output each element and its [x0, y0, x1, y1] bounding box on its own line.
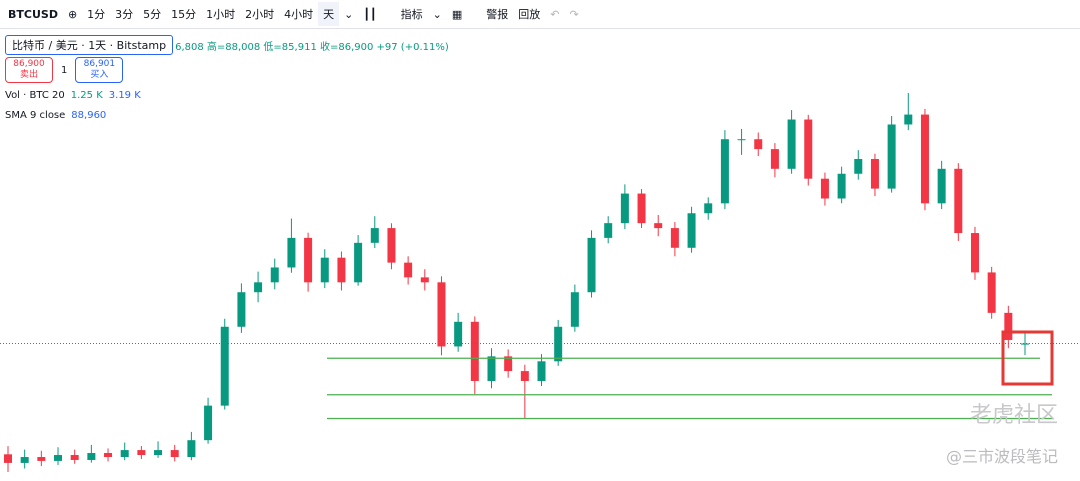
alerts[interactable]: 警报	[486, 8, 509, 21]
dropdown[interactable]: ⌄	[344, 7, 354, 21]
toolbar: BTCUSD ⊕ 1分 3分 5分 15分 1小时 2小时 4小时 天 ⌄ ┃┃…	[0, 0, 1080, 29]
chart-type[interactable]: ┃┃	[363, 7, 377, 21]
buy-price: 86,901	[83, 59, 116, 69]
symbol[interactable]: BTCUSD	[8, 7, 58, 21]
interval[interactable]: 3分	[115, 8, 134, 21]
sell-button[interactable]: 86,900 卖出	[5, 57, 53, 83]
sma-name: SMA 9 close	[5, 109, 66, 121]
spread: 1	[61, 64, 68, 76]
redo[interactable]: ↷	[569, 7, 579, 21]
interval[interactable]: 5分	[143, 8, 162, 21]
volume-value: 1.25 K	[70, 89, 103, 101]
highlight-box	[1001, 330, 1054, 386]
interval[interactable]: 15分	[171, 8, 197, 21]
buy-label: 买入	[90, 70, 109, 80]
interval-active[interactable]: 天	[318, 2, 340, 26]
replay[interactable]: 回放	[518, 8, 541, 21]
ohlc: 6,808 高=88,008 低=85,911 收=86,900 +97 (+0…	[175, 41, 449, 53]
sell-price: 86,900	[13, 59, 45, 69]
dropdown[interactable]: ⌄	[432, 7, 442, 21]
buy-button[interactable]: 86,901 买入	[75, 57, 124, 83]
volume-name: Vol · BTC 20	[5, 89, 65, 101]
interval[interactable]: 2小时	[245, 8, 275, 21]
indicators[interactable]: 指标	[400, 8, 423, 21]
watermark-author: @三市波段笔记	[946, 447, 1058, 466]
sell-label: 卖出	[19, 70, 38, 80]
layout[interactable]: ▦	[451, 7, 463, 21]
interval[interactable]: 1分	[87, 8, 106, 21]
legend: 比特币 / 美元 · 1天 · Bitstamp 6,808 高=88,008 低…	[5, 35, 449, 125]
add-button[interactable]: ⊕	[67, 7, 78, 21]
watermark-brand: 老虎社区	[970, 403, 1058, 428]
sma-value: 88,960	[71, 109, 107, 121]
undo[interactable]: ↶	[550, 7, 560, 21]
volume-ma: 3.19 K	[108, 89, 141, 101]
symbol-title[interactable]: 比特币 / 美元 · 1天 · Bitstamp	[5, 35, 174, 55]
interval[interactable]: 1小时	[206, 8, 236, 21]
interval[interactable]: 4小时	[284, 8, 314, 21]
